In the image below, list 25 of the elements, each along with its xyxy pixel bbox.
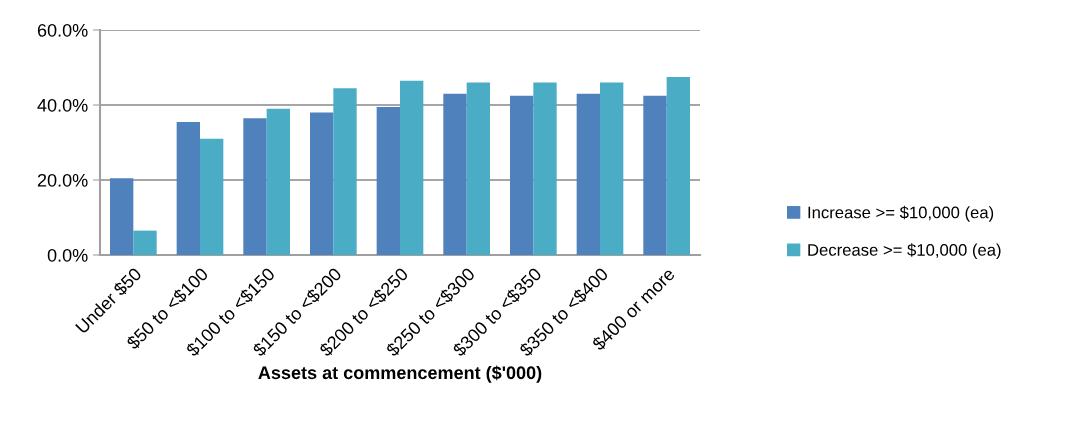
bar xyxy=(466,82,490,255)
bar xyxy=(133,230,157,255)
y-tick-label: 20.0% xyxy=(37,173,88,187)
bar xyxy=(243,118,267,255)
y-tick-label: 40.0% xyxy=(37,98,88,112)
bar xyxy=(266,108,290,255)
bar xyxy=(176,121,200,255)
y-tick-label: 0.0% xyxy=(47,248,88,262)
bar xyxy=(510,95,534,255)
bar xyxy=(400,80,424,255)
bar xyxy=(443,93,467,255)
legend-label: Decrease >= $10,000 (ea) xyxy=(808,243,1001,260)
bar xyxy=(376,106,400,255)
bar xyxy=(200,138,224,255)
bar xyxy=(533,82,557,255)
bar xyxy=(600,82,624,255)
bar xyxy=(666,76,690,255)
bar xyxy=(110,178,134,255)
bar xyxy=(643,95,667,255)
bar xyxy=(310,112,334,255)
bar xyxy=(576,93,600,255)
x-axis-title: Assets at commencement ($'000) xyxy=(258,365,542,383)
legend-label: Increase >= $10,000 (ea) xyxy=(808,205,994,222)
bar xyxy=(333,88,357,255)
y-tick-label: 60.0% xyxy=(37,23,88,37)
